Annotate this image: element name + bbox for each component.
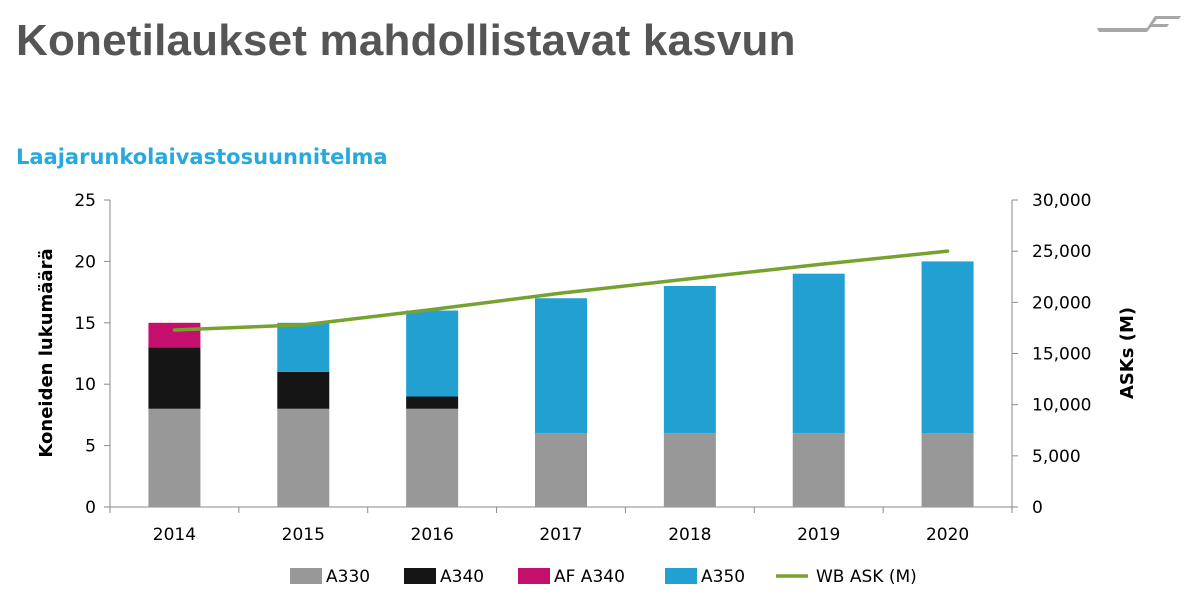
y-axis-title-left: Koneiden lukumäärä [36,248,57,457]
bar-a330-2014 [148,408,201,507]
x-tick-label: 2016 [411,525,454,545]
legend-label-a340: A340 [440,567,484,587]
legend-swatch-a340 [404,568,436,584]
x-tick-label: 2018 [668,525,711,545]
bar-a350-2016 [406,310,459,397]
bar-a330-2017 [535,433,587,507]
legend-label-wb-ask-m: WB ASK (M) [816,567,917,587]
y-tick-label-left: 15 [74,314,96,334]
y-tick-label-left: 25 [74,191,96,211]
legend-swatch-a330 [290,568,322,584]
chart-subtitle: Laajarunkolaivastosuunnitelma [16,145,388,169]
y-tick-label-right: 20,000 [1032,293,1091,313]
legend-swatch-af-a340 [518,568,550,584]
legend-label-af-a340: AF A340 [554,567,625,587]
bar-a330-2016 [406,408,459,507]
bar-a330-2020 [921,433,974,507]
bar-a350-2018 [663,285,716,434]
y-tick-label-right: 0 [1032,498,1043,518]
bar-a340-2016 [406,396,459,409]
bar-a350-2020 [921,261,974,434]
bar-a330-2019 [792,433,845,507]
y-tick-label-right: 10,000 [1032,396,1091,416]
legend-label-a350: A350 [701,567,745,587]
y-tick-label-left: 0 [85,498,96,518]
bar-a350-2019 [792,273,845,434]
x-tick-label: 2015 [282,525,325,545]
bar-a350-2015 [277,322,330,372]
x-tick-label: 2020 [926,525,969,545]
page-title: Konetilaukset mahdollistavat kasvun [16,16,796,65]
y-tick-label-right: 15,000 [1032,345,1091,365]
x-tick-label: 2017 [539,525,582,545]
bar-a340-2014 [148,347,201,409]
chart-ticks: 0 5 10 15 20 25 0 5,000 10,000 15,000 20,000 25,000… [74,191,1091,545]
bar-a330-2018 [663,433,716,507]
y-tick-label-right: 30,000 [1032,191,1091,211]
bar-af-a340-2014 [148,322,201,348]
chart-line [172,249,950,332]
finnair-swoosh-logo [1097,16,1181,32]
bar-a330-2015 [277,408,330,507]
y-tick-label-left: 5 [85,437,96,457]
y-tick-label-right: 25,000 [1032,242,1091,262]
y-tick-label-left: 20 [74,252,96,272]
legend-swatch-a350 [665,568,697,584]
x-tick-label: 2019 [797,525,840,545]
bar-a350-2017 [535,298,587,434]
bar-a340-2015 [277,371,330,409]
chart-legend: A330 A340 AF A340 A350 WB ASK (M) [290,567,917,587]
legend-label-a330: A330 [326,567,370,587]
chart-bars [148,261,974,507]
y-tick-label-right: 5,000 [1032,447,1081,467]
y-tick-label-left: 10 [74,375,96,395]
x-tick-label: 2014 [153,525,196,545]
y-axis-title-right: ASKs (M) [1117,307,1138,399]
